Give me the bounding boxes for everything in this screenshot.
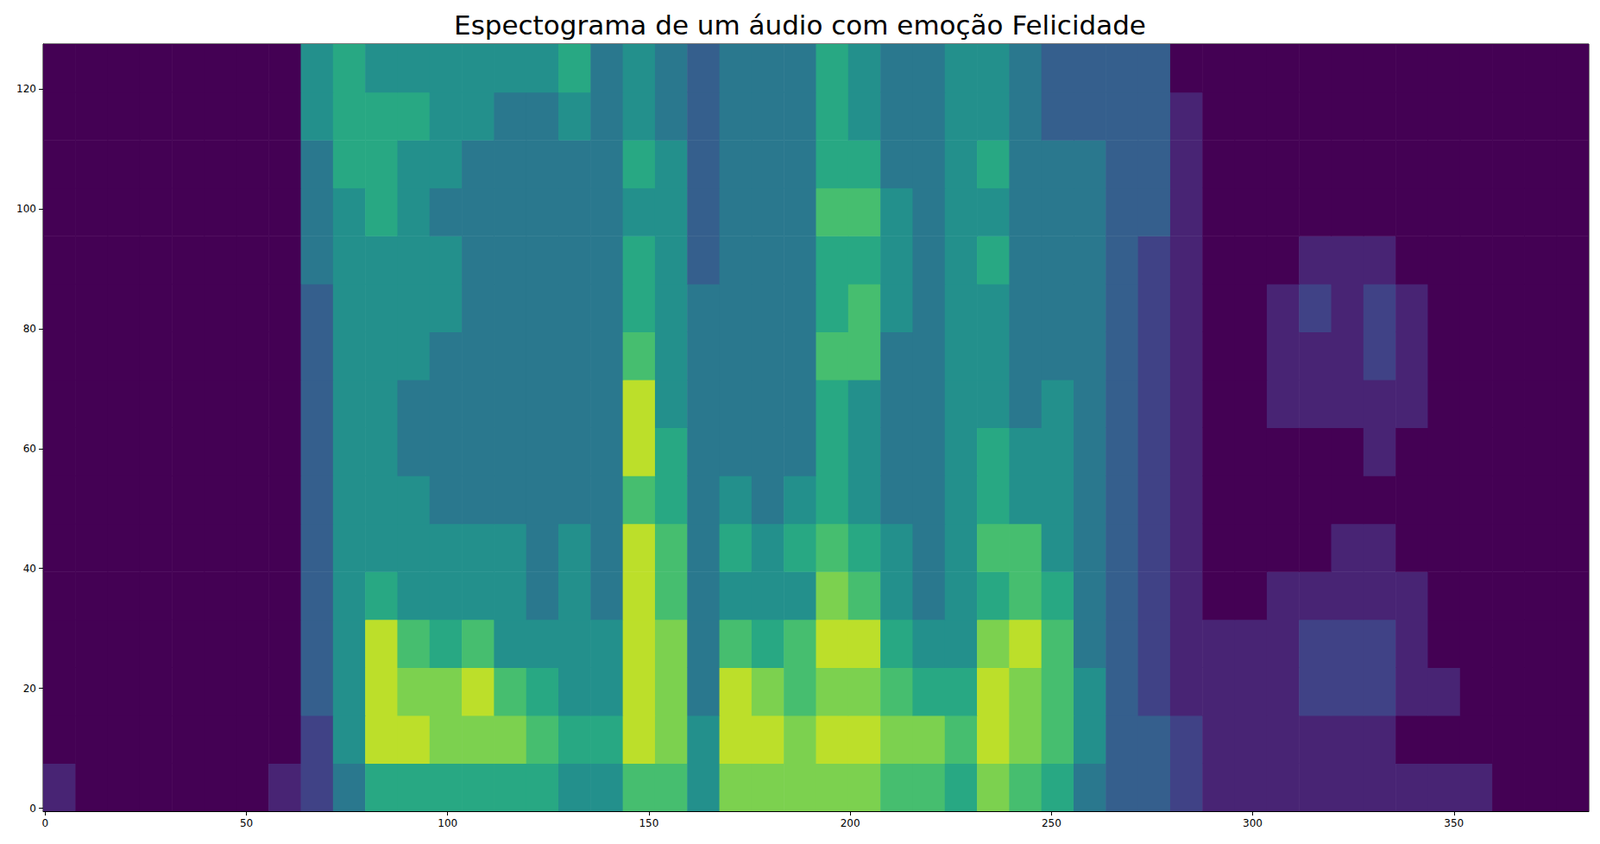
svg-text:300: 300 [1242, 817, 1263, 830]
svg-text:120: 120 [16, 82, 37, 95]
svg-text:100: 100 [16, 202, 37, 215]
svg-text:150: 150 [638, 817, 659, 830]
svg-text:80: 80 [23, 322, 37, 335]
svg-text:250: 250 [1041, 817, 1062, 830]
svg-text:50: 50 [239, 817, 253, 830]
svg-text:200: 200 [840, 817, 861, 830]
svg-text:350: 350 [1443, 817, 1464, 830]
svg-text:0: 0 [42, 817, 50, 830]
svg-text:60: 60 [23, 442, 37, 455]
svg-text:20: 20 [23, 682, 37, 695]
svg-text:0: 0 [29, 802, 37, 815]
svg-text:100: 100 [437, 817, 458, 830]
svg-text:40: 40 [23, 562, 37, 575]
svg-text:Espectograma de um áudio com e: Espectograma de um áudio com emoção Feli… [453, 9, 1147, 41]
